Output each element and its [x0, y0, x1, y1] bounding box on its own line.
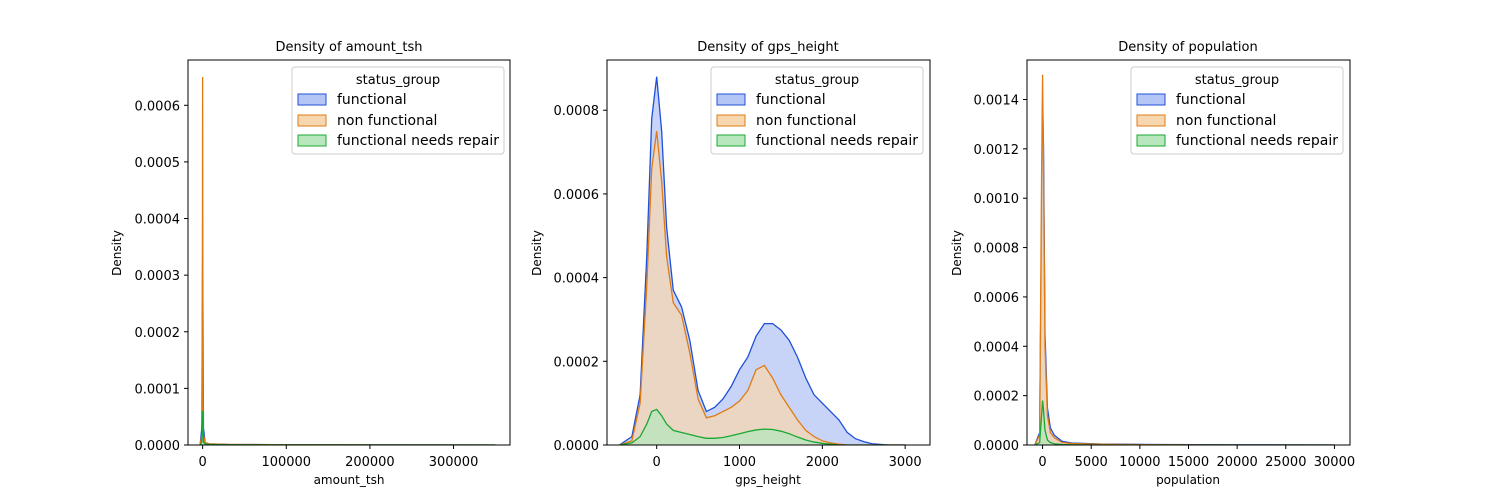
y-tick-label: 0.0000: [974, 439, 1020, 454]
x-axis-label: gps_height: [735, 473, 801, 487]
y-tick-label: 0.0008: [554, 104, 600, 119]
legend-label-functional: functional: [756, 92, 826, 108]
x-axis-label: population: [1156, 473, 1220, 487]
legend-swatch-non-functional: [1136, 114, 1166, 127]
x-tick-label: 15000: [1168, 455, 1209, 470]
amount-tsh-plot-area: 0 100000 200000 300000 0.0000 0.0001 0.0002 0.0…: [135, 59, 511, 470]
legend-frame: [291, 66, 505, 155]
x-tick-label: 0: [653, 455, 661, 470]
axes-frame: [187, 59, 511, 446]
x-tick-label: 30000: [1314, 455, 1355, 470]
x-tick-label: 0: [198, 455, 206, 470]
legend-swatch-functional-needs-repair: [716, 134, 746, 147]
legend-swatch-functional: [297, 93, 327, 106]
x-tick-label: 1000: [723, 455, 756, 470]
x-tick-label: 2000: [806, 455, 839, 470]
y-tick-label: 0.0005: [135, 156, 181, 171]
x-tick-label: 3000: [889, 455, 922, 470]
density-area-functional-needs-repair: [619, 409, 906, 445]
gps-height-plot-area: 0 1000 2000 3000 0.0000 0.0002 0.0004 0.0006 0.0…: [554, 59, 931, 470]
x-axis-label: amount_tsh: [314, 473, 385, 487]
panel-title: Density of population: [1118, 40, 1257, 55]
legend-frame: [710, 66, 924, 155]
x-tick-label: 5000: [1075, 455, 1108, 470]
x-tick-label: 300000: [429, 455, 479, 470]
y-tick-label: 0.0006: [554, 188, 600, 203]
legend-title: status_group: [356, 73, 440, 88]
legend: status_group functional non functional f…: [291, 66, 505, 155]
legend-title: status_group: [775, 73, 859, 88]
legend-label-functional-needs-repair: functional needs repair: [756, 133, 918, 149]
legend-label-functional: functional: [337, 92, 407, 108]
x-tick-label: 25000: [1265, 455, 1306, 470]
y-tick-label: 0.0000: [135, 439, 181, 454]
y-tick-label: 0.0014: [974, 93, 1020, 108]
legend-swatch-functional: [716, 93, 746, 106]
legend-swatch-functional-needs-repair: [297, 134, 327, 147]
legend-label-functional-needs-repair: functional needs repair: [1176, 133, 1338, 149]
legend-frame: [1130, 66, 1344, 155]
x-tick-label: 10000: [1119, 455, 1160, 470]
legend-label-non-functional: non functional: [1176, 113, 1276, 129]
y-axis-label: Density: [530, 230, 544, 276]
density-line-functional: [619, 76, 906, 445]
legend: status_group functional non functional f…: [1130, 66, 1344, 155]
legend-swatch-functional: [1136, 93, 1166, 106]
density-line-functional-needs-repair: [1034, 400, 1335, 445]
density-area-functional: [619, 76, 906, 445]
y-axis-label: Density: [110, 230, 124, 276]
legend-label-non-functional: non functional: [756, 113, 856, 129]
legend-label-functional: functional: [1176, 92, 1246, 108]
y-tick-label: 0.0004: [135, 213, 181, 228]
y-tick-label: 0.0006: [135, 99, 181, 114]
legend-title: status_group: [1195, 73, 1279, 88]
series-layer: [619, 76, 906, 445]
y-tick-label: 0.0008: [974, 242, 1020, 257]
y-tick-label: 0.0001: [135, 382, 181, 397]
y-axis-label: Density: [950, 230, 964, 276]
amount-tsh-density-panel: Density of amount_tsh 0 100000 200000 30000…: [110, 40, 511, 487]
legend-swatch-functional-needs-repair: [1136, 134, 1166, 147]
legend-swatch-non-functional: [297, 114, 327, 127]
y-tick-label: 0.0004: [974, 340, 1020, 355]
y-tick-label: 0.0002: [974, 390, 1020, 405]
axes-frame: [606, 59, 931, 446]
panel-title: Density of gps_height: [697, 40, 838, 55]
population-density-panel: Density of population 0 5000 10000 15000 200…: [950, 40, 1355, 487]
y-tick-label: 0.0006: [974, 291, 1020, 306]
x-tick-label: 0: [1038, 455, 1046, 470]
density-area-non-functional: [619, 131, 906, 445]
legend-label-non-functional: non functional: [337, 113, 437, 129]
y-tick-label: 0.0002: [135, 326, 181, 341]
y-tick-label: 0.0012: [974, 143, 1020, 158]
legend-label-functional-needs-repair: functional needs repair: [337, 133, 499, 149]
y-tick-label: 0.0004: [554, 272, 600, 287]
y-tick-label: 0.0003: [135, 269, 181, 284]
x-tick-label: 20000: [1216, 455, 1257, 470]
population-plot-area: 0 5000 10000 15000 20000 25000 30000 0.0000 0.00…: [974, 59, 1355, 470]
y-tick-label: 0.0000: [554, 439, 600, 454]
x-tick-label: 100000: [261, 455, 311, 470]
legend-swatch-non-functional: [716, 114, 746, 127]
density-line-functional-needs-repair: [619, 408, 906, 445]
legend: status_group functional non functional f…: [710, 66, 924, 155]
y-tick-label: 0.0010: [974, 192, 1020, 207]
gps-height-density-panel: Density of gps_height 0 1000 2000 3000 0.000…: [530, 40, 931, 487]
panel-title: Density of amount_tsh: [276, 40, 423, 55]
x-tick-label: 200000: [345, 455, 395, 470]
y-tick-label: 0.0002: [554, 355, 600, 370]
